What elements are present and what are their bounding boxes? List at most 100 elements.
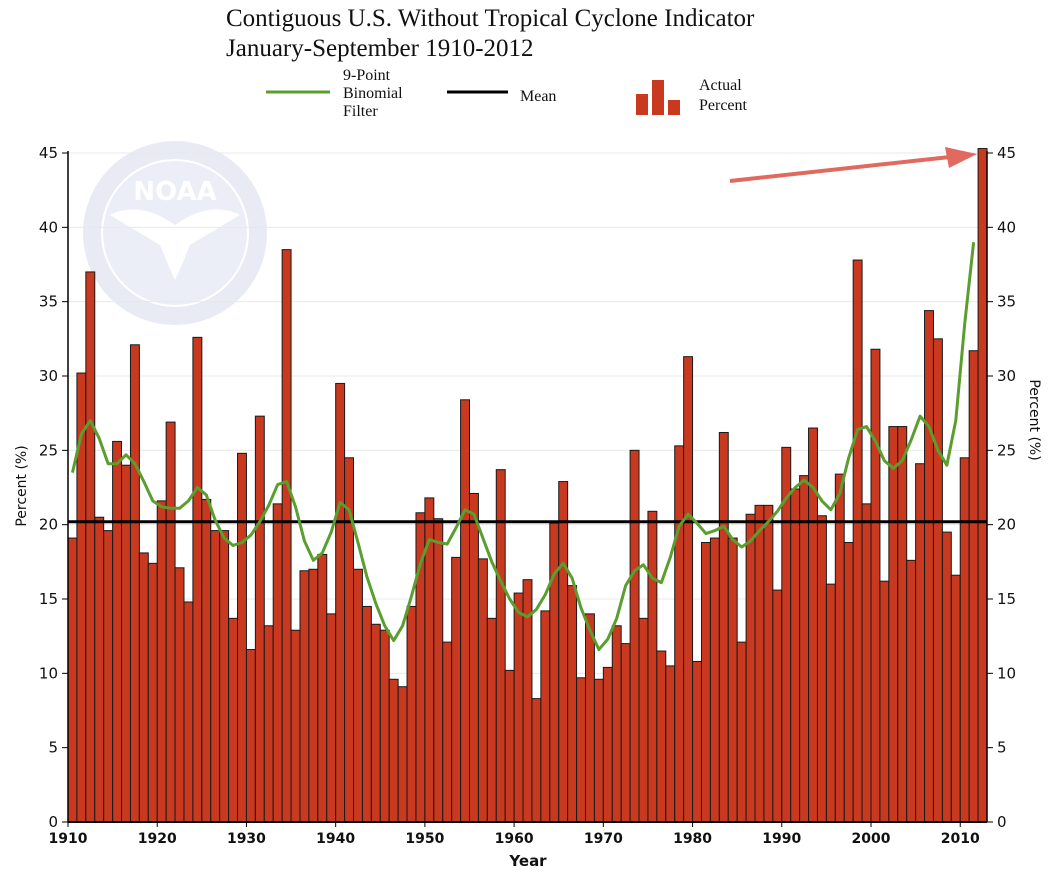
x-axis-ticks: 1910 1920 1930 1940 1950 1960 1970 1980 1990 2000… <box>49 822 980 847</box>
x-tick-label: 1910 <box>49 831 88 847</box>
y-tick-label-right: 30 <box>997 367 1016 385</box>
bar-2000 <box>870 348 881 823</box>
bar-1917 <box>129 344 140 823</box>
bar-1956 <box>477 558 488 823</box>
bar-1940 <box>335 382 346 823</box>
bar-2003 <box>897 426 908 823</box>
bar-1929 <box>237 452 247 823</box>
bar-1934 <box>281 249 292 823</box>
bar-1980 <box>692 660 702 823</box>
bar-2009 <box>950 574 961 823</box>
bar-1975 <box>647 510 658 823</box>
filter-line-path <box>70 242 976 652</box>
y-tick-label-right: 0 <box>997 813 1007 831</box>
bar-2001 <box>879 580 890 823</box>
bar-1944 <box>370 623 381 823</box>
bar-1965 <box>558 481 569 823</box>
bar-1927 <box>219 530 230 823</box>
bar-1923 <box>183 601 194 823</box>
x-tick-label: 2010 <box>941 831 980 847</box>
bar-1994 <box>816 515 827 823</box>
y-tick-label-right: 40 <box>997 218 1016 236</box>
x-tick-label: 1960 <box>495 831 534 847</box>
bar-1924 <box>192 336 203 823</box>
bar-1967 <box>576 677 586 823</box>
bars <box>67 148 988 823</box>
y-tick-label-right: 25 <box>997 441 1016 459</box>
x-tick-label: 1990 <box>762 831 801 847</box>
chart-title: Contiguous U.S. Without Tropical Cyclone… <box>226 5 755 32</box>
bar-2004 <box>906 559 917 823</box>
bar-1942 <box>353 568 363 823</box>
bar-1988 <box>763 504 774 823</box>
y-axis-right-label: Percent (%) <box>1026 379 1042 460</box>
legend: 9-Point Binomial Filter Mean Actual Percent <box>266 67 748 120</box>
bar-1999 <box>861 503 872 823</box>
y-tick-label-left: 10 <box>39 664 58 682</box>
bar-1912 <box>85 271 96 823</box>
x-axis-label: Year <box>508 852 547 870</box>
bar-1991 <box>790 488 801 823</box>
arrow-annotation <box>729 147 977 183</box>
bar-1986 <box>745 513 756 823</box>
bar-1978 <box>674 445 685 823</box>
bar-1921 <box>165 421 176 823</box>
y-tick-label-right: 20 <box>997 516 1016 534</box>
y-tick-label-left: 0 <box>48 813 58 831</box>
bar-1996 <box>834 473 845 823</box>
bar-1935 <box>290 629 301 823</box>
bar-1915 <box>112 440 123 823</box>
bar-1974 <box>638 617 649 823</box>
bar-1989 <box>772 589 783 823</box>
bar-1936 <box>299 570 310 823</box>
y-tick-label-left: 25 <box>39 441 58 459</box>
y-tick-label-right: 5 <box>997 739 1007 757</box>
noaa-logo: NOAA <box>83 141 267 325</box>
y-tick-label-left: 20 <box>39 516 58 534</box>
bar-1973 <box>629 449 640 823</box>
filter-line <box>70 242 976 652</box>
bar-1939 <box>326 613 337 823</box>
bar-1959 <box>504 669 515 823</box>
bar-1919 <box>147 562 158 823</box>
bar-1977 <box>665 665 676 823</box>
bar-1963 <box>540 610 551 823</box>
bar-1916 <box>121 464 131 823</box>
bar-2012 <box>977 148 988 823</box>
bar-2005 <box>915 463 926 823</box>
bar-1922 <box>174 567 185 823</box>
y-tick-label-left: 40 <box>39 218 58 236</box>
bar-1984 <box>727 537 738 823</box>
bar-1938 <box>317 553 328 823</box>
y-axis-right-ticks: 0 5 10 15 20 25 30 35 40 45 <box>987 144 1016 831</box>
bar-1926 <box>210 530 221 823</box>
bar-2011 <box>968 350 979 823</box>
bar-1925 <box>201 498 212 823</box>
bar-1930 <box>245 649 256 823</box>
bar-1992 <box>799 475 810 823</box>
y-tick-label-left: 35 <box>39 293 58 311</box>
bar-1955 <box>469 492 479 823</box>
bar-1981 <box>700 542 711 823</box>
y-tick-label-right: 10 <box>997 664 1016 682</box>
x-tick-label: 1940 <box>316 831 355 847</box>
bar-1945 <box>379 629 390 823</box>
bar-1957 <box>486 617 497 823</box>
bar-1969 <box>593 678 604 823</box>
x-tick-label: 1980 <box>673 831 712 847</box>
svg-text:NOAA: NOAA <box>133 177 216 207</box>
bar-2007 <box>932 338 943 823</box>
legend-mean-label: Mean <box>520 88 556 105</box>
bar-1979 <box>683 356 694 823</box>
bar-1918 <box>138 552 149 823</box>
bar-1982 <box>709 537 720 823</box>
x-tick-label: 2000 <box>852 831 891 847</box>
y-axis-left-ticks: 0 5 10 15 20 25 30 35 40 45 <box>39 144 68 831</box>
bar-1910 <box>67 537 78 823</box>
bar-1937 <box>308 568 319 823</box>
legend-bars-swatch <box>636 80 680 115</box>
bar-1985 <box>736 641 747 823</box>
bar-2008 <box>941 531 952 823</box>
bar-1943 <box>361 605 372 823</box>
bar-2010 <box>959 457 970 823</box>
